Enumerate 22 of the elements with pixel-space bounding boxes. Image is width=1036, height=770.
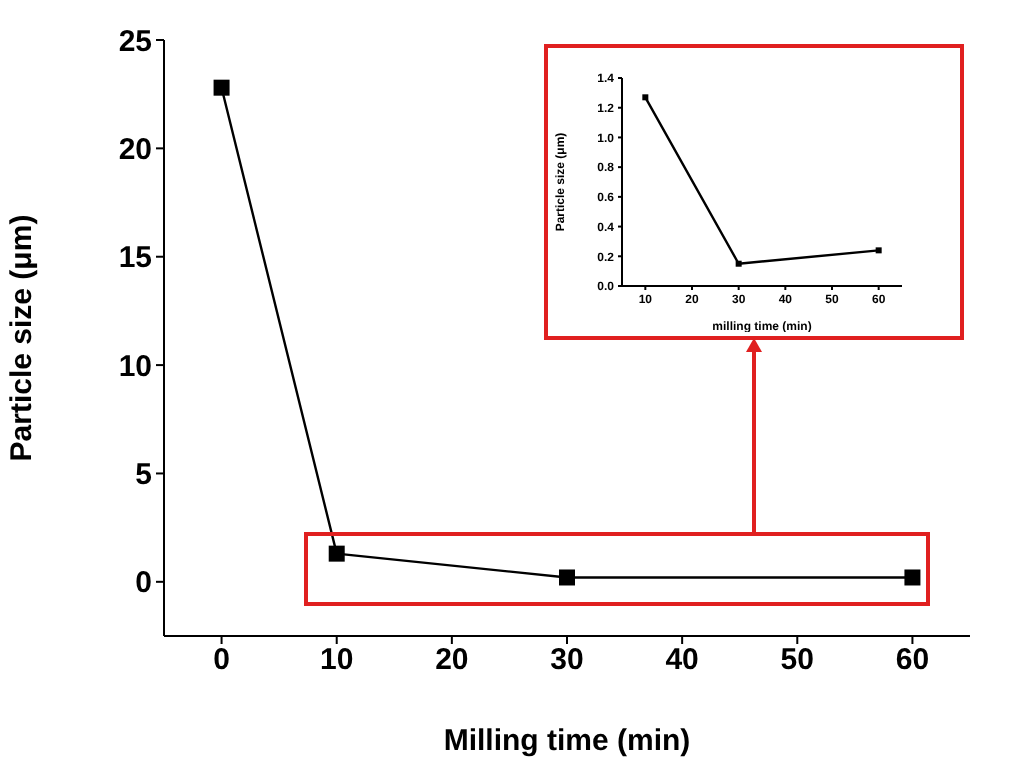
point: [642, 94, 649, 101]
y-tick-label: 0: [135, 566, 152, 601]
y-tick-label: 20: [118, 133, 152, 168]
point: [735, 260, 742, 267]
point: [904, 569, 921, 586]
x-tick-label: 40: [665, 643, 699, 678]
x-tick-label: 0: [213, 643, 230, 678]
x-tick-label: 20: [435, 643, 469, 678]
y-tick-label: 10: [118, 349, 152, 384]
point: [328, 545, 345, 562]
point: [213, 79, 230, 96]
x-tick-label: 30: [550, 643, 584, 678]
y-tick-label: 5: [135, 458, 152, 493]
x-axis-title: Milling time (min): [443, 724, 691, 758]
point: [559, 569, 575, 586]
y-tick-label: 25: [118, 24, 152, 59]
x-tick-label: 50: [780, 643, 814, 678]
y-axis-title: Particle size (μm): [4, 214, 39, 462]
point: [875, 247, 882, 254]
y-tick-label: 15: [118, 241, 152, 276]
x-tick-label: 10: [320, 643, 354, 678]
x-tick-label: 60: [895, 643, 930, 678]
